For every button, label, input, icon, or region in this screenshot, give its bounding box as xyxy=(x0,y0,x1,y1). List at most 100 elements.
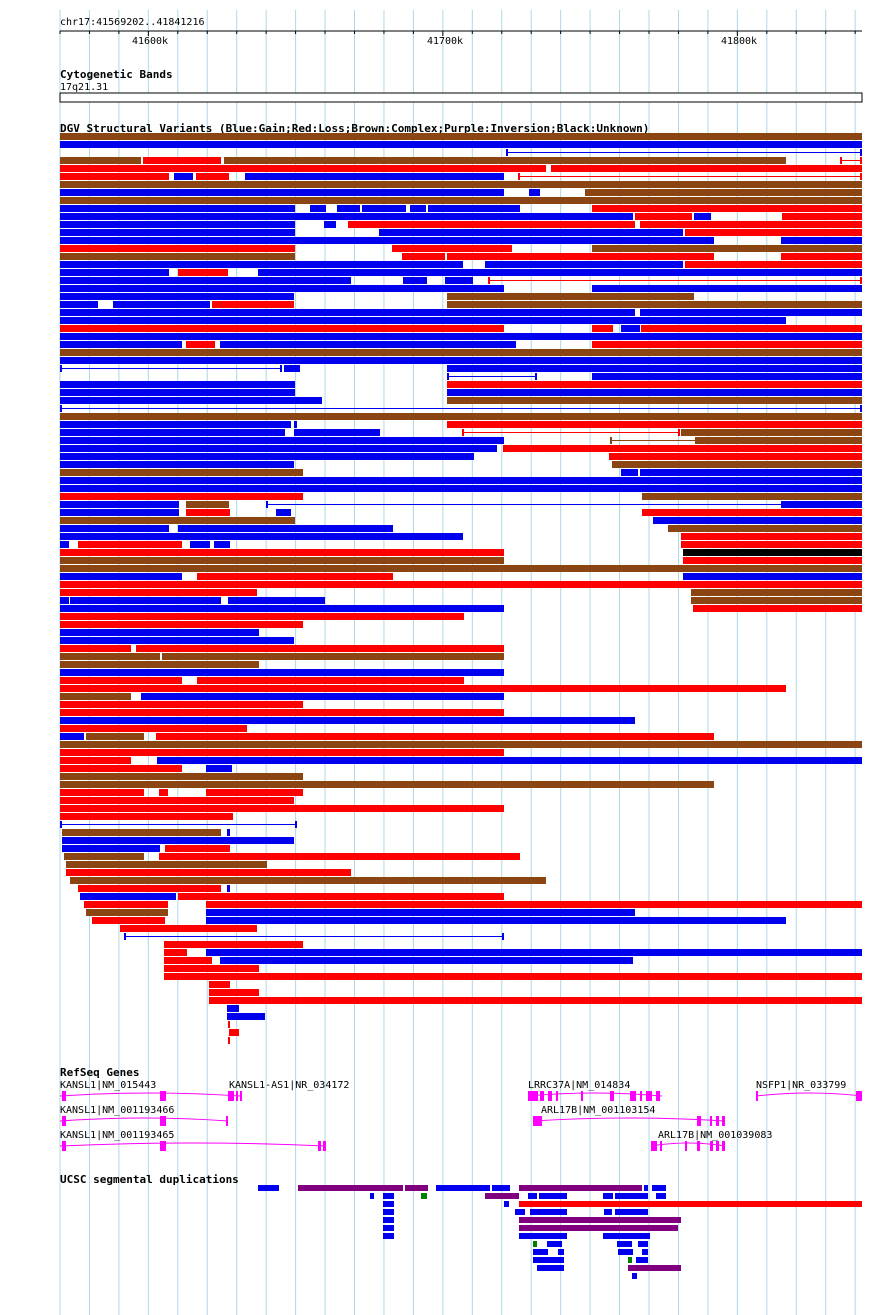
structural-variant[interactable] xyxy=(60,293,294,300)
structural-variant[interactable] xyxy=(668,525,862,532)
segmental-duplication[interactable] xyxy=(383,1225,394,1231)
structural-variant[interactable] xyxy=(683,557,862,564)
structural-variant[interactable] xyxy=(159,789,168,796)
gene-exon[interactable] xyxy=(160,1141,166,1151)
structural-variant[interactable] xyxy=(60,541,69,548)
structural-variant[interactable] xyxy=(60,501,179,508)
structural-variant-block[interactable] xyxy=(506,149,508,156)
gene-model[interactable] xyxy=(59,1141,327,1151)
structural-variant[interactable] xyxy=(294,429,380,436)
structural-variant[interactable] xyxy=(60,605,504,612)
gene-exon[interactable] xyxy=(323,1141,326,1151)
gene-label-arl17b-nm-001103154[interactable]: ARL17B|NM_001103154 xyxy=(541,1105,655,1116)
structural-variant[interactable] xyxy=(209,981,230,988)
structural-variant[interactable] xyxy=(60,173,169,180)
structural-variant[interactable] xyxy=(60,645,131,652)
structural-variant[interactable] xyxy=(258,269,862,276)
structural-variant[interactable] xyxy=(209,989,259,996)
gene-exon[interactable] xyxy=(660,1141,662,1151)
segmental-duplication[interactable] xyxy=(603,1233,650,1239)
structural-variant[interactable] xyxy=(60,277,351,284)
structural-variant[interactable] xyxy=(642,493,862,500)
structural-variant-block[interactable] xyxy=(695,437,697,444)
structural-variant[interactable] xyxy=(190,541,210,548)
structural-variant[interactable] xyxy=(693,605,862,612)
structural-variant[interactable] xyxy=(447,365,862,372)
segmental-duplication[interactable] xyxy=(298,1185,403,1191)
segmental-duplication[interactable] xyxy=(421,1193,427,1199)
segmental-duplication[interactable] xyxy=(258,1185,279,1191)
segmental-duplication[interactable] xyxy=(642,1249,648,1255)
structural-variant[interactable] xyxy=(66,861,267,868)
segmental-duplication[interactable] xyxy=(515,1209,525,1215)
structural-variant-block[interactable] xyxy=(488,277,490,284)
structural-variant[interactable] xyxy=(60,485,862,492)
structural-variant[interactable] xyxy=(685,261,862,268)
segmental-duplication[interactable] xyxy=(405,1185,428,1191)
structural-variant[interactable] xyxy=(212,301,294,308)
gene-label-kansl1-as1-nr-034172[interactable]: KANSL1-AS1|NR_034172 xyxy=(229,1080,349,1091)
structural-variant[interactable] xyxy=(653,517,862,524)
structural-variant[interactable] xyxy=(60,253,295,260)
gene-exon[interactable] xyxy=(528,1091,538,1101)
segmental-duplication[interactable] xyxy=(618,1249,633,1255)
structural-variant[interactable] xyxy=(60,749,504,756)
structural-variant[interactable] xyxy=(60,461,294,468)
structural-variant-block[interactable] xyxy=(266,501,268,508)
structural-variant[interactable] xyxy=(428,205,520,212)
structural-variant[interactable] xyxy=(60,141,862,148)
structural-variant[interactable] xyxy=(62,845,160,852)
structural-variant[interactable] xyxy=(640,469,862,476)
segmental-duplication[interactable] xyxy=(537,1265,564,1271)
structural-variant[interactable] xyxy=(80,893,176,900)
gene-label-arl17b-nm-001039083[interactable]: ARL17B|NM_001039083 xyxy=(658,1130,772,1141)
structural-variant[interactable] xyxy=(60,637,294,644)
segmental-duplication[interactable] xyxy=(638,1241,648,1247)
structural-variant[interactable] xyxy=(585,189,862,196)
structural-variant[interactable] xyxy=(209,997,862,1004)
gene-exon[interactable] xyxy=(540,1091,544,1101)
structural-variant[interactable] xyxy=(60,197,862,204)
structural-variant-block[interactable] xyxy=(860,149,862,156)
structural-variant[interactable] xyxy=(60,693,131,700)
gene-exon[interactable] xyxy=(697,1141,700,1151)
structural-variant[interactable] xyxy=(60,725,247,732)
structural-variant-block[interactable] xyxy=(678,429,680,436)
structural-variant[interactable] xyxy=(164,941,303,948)
structural-variant[interactable] xyxy=(60,517,295,524)
structural-variant[interactable] xyxy=(782,213,862,220)
structural-variant[interactable] xyxy=(164,965,259,972)
structural-variant[interactable] xyxy=(60,805,504,812)
structural-variant[interactable] xyxy=(178,893,504,900)
structural-variant[interactable] xyxy=(60,413,862,420)
structural-variant[interactable] xyxy=(157,757,862,764)
structural-variant[interactable] xyxy=(60,333,862,340)
structural-variant[interactable] xyxy=(447,381,862,388)
structural-variant[interactable] xyxy=(60,789,144,796)
segmental-duplication[interactable] xyxy=(615,1209,648,1215)
segmental-duplication[interactable] xyxy=(519,1185,642,1191)
structural-variant[interactable] xyxy=(60,533,463,540)
structural-variant[interactable] xyxy=(186,341,215,348)
structural-variant[interactable] xyxy=(60,221,295,228)
segmental-duplication[interactable] xyxy=(644,1185,648,1191)
structural-variant-block[interactable] xyxy=(860,173,862,180)
gene-exon[interactable] xyxy=(685,1141,687,1151)
structural-variant-block[interactable] xyxy=(60,365,62,372)
structural-variant[interactable] xyxy=(206,765,232,772)
gene-model[interactable] xyxy=(527,1091,663,1101)
segmental-duplication[interactable] xyxy=(528,1193,537,1199)
gene-exon[interactable] xyxy=(533,1116,539,1126)
gene-exon[interactable] xyxy=(62,1116,66,1126)
structural-variant[interactable] xyxy=(694,213,711,220)
structural-variant[interactable] xyxy=(120,925,257,932)
structural-variant[interactable] xyxy=(197,573,393,580)
structural-variant[interactable] xyxy=(592,341,862,348)
structural-variant[interactable] xyxy=(60,261,463,268)
structural-variant[interactable] xyxy=(485,261,683,268)
structural-variant[interactable] xyxy=(60,685,786,692)
gene-exon[interactable] xyxy=(160,1091,166,1101)
structural-variant[interactable] xyxy=(220,341,516,348)
structural-variant[interactable] xyxy=(60,445,497,452)
structural-variant[interactable] xyxy=(641,325,862,332)
